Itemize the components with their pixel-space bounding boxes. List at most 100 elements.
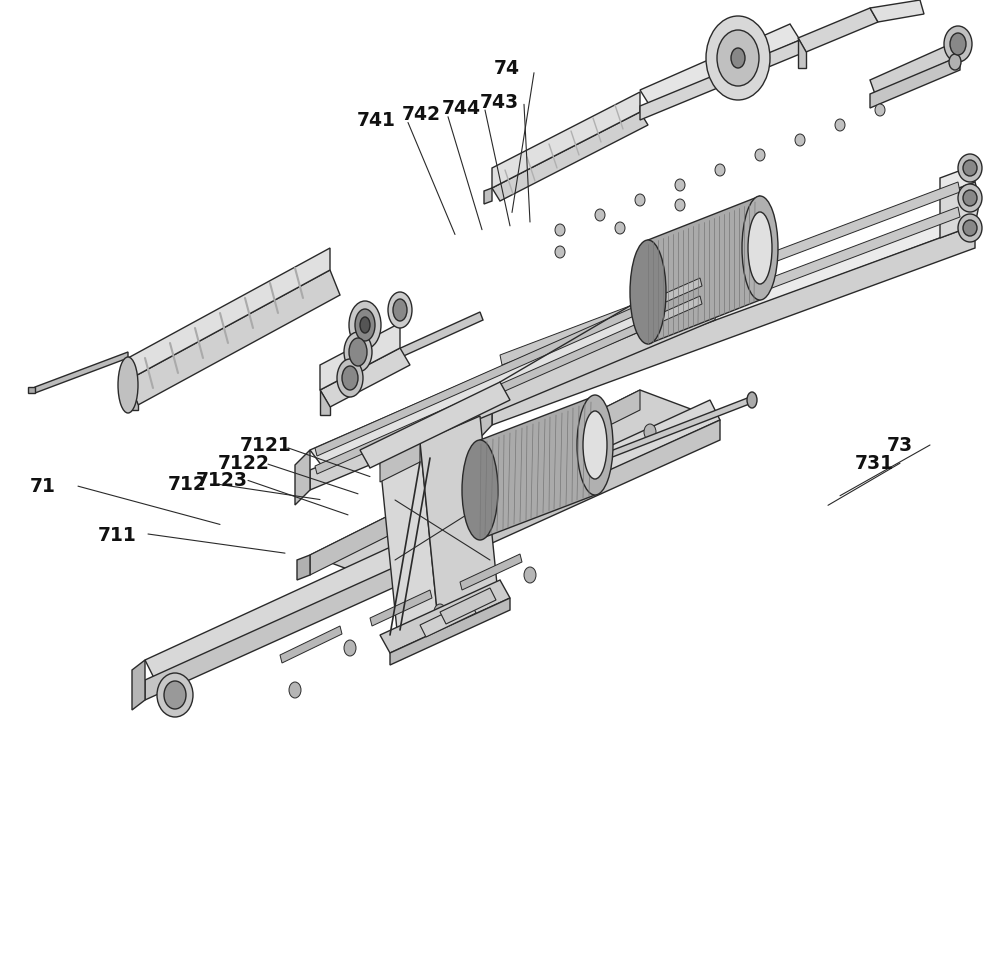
Polygon shape (492, 225, 975, 425)
Polygon shape (478, 385, 492, 440)
Ellipse shape (595, 209, 605, 221)
Polygon shape (28, 387, 35, 393)
Polygon shape (440, 588, 496, 624)
Ellipse shape (675, 179, 685, 191)
Ellipse shape (630, 240, 666, 344)
Polygon shape (484, 188, 492, 204)
Polygon shape (870, 42, 960, 94)
Polygon shape (798, 38, 806, 68)
Polygon shape (648, 196, 760, 344)
Polygon shape (492, 112, 648, 201)
Ellipse shape (164, 681, 186, 709)
Polygon shape (310, 390, 720, 585)
Polygon shape (370, 590, 432, 626)
Text: 742: 742 (402, 105, 441, 124)
Polygon shape (870, 56, 960, 108)
Polygon shape (390, 598, 510, 665)
Text: 71: 71 (30, 477, 56, 496)
Ellipse shape (963, 160, 977, 176)
Polygon shape (798, 8, 878, 52)
Polygon shape (595, 397, 752, 463)
Ellipse shape (344, 332, 372, 372)
Ellipse shape (958, 184, 982, 212)
Polygon shape (320, 348, 410, 407)
Polygon shape (320, 323, 400, 390)
Text: 743: 743 (480, 93, 519, 112)
Ellipse shape (944, 26, 972, 62)
Polygon shape (500, 207, 960, 390)
Polygon shape (480, 396, 595, 539)
Ellipse shape (344, 640, 356, 656)
Ellipse shape (524, 567, 536, 583)
Polygon shape (492, 92, 640, 188)
Text: 731: 731 (855, 454, 894, 473)
Polygon shape (492, 208, 975, 402)
Ellipse shape (748, 212, 772, 284)
Ellipse shape (742, 196, 778, 300)
Text: 712: 712 (168, 475, 207, 494)
Polygon shape (35, 352, 128, 393)
Ellipse shape (958, 214, 982, 242)
Ellipse shape (349, 301, 381, 349)
Ellipse shape (388, 292, 412, 328)
Ellipse shape (644, 424, 656, 440)
Ellipse shape (583, 411, 607, 479)
Ellipse shape (342, 366, 358, 390)
Ellipse shape (349, 338, 367, 366)
Ellipse shape (157, 673, 193, 717)
Polygon shape (280, 626, 342, 663)
Polygon shape (297, 555, 310, 580)
Ellipse shape (706, 16, 770, 100)
Ellipse shape (615, 222, 625, 234)
Ellipse shape (360, 317, 370, 333)
Ellipse shape (795, 134, 805, 146)
Ellipse shape (755, 149, 765, 161)
Polygon shape (380, 442, 420, 482)
Text: 711: 711 (98, 526, 137, 545)
Polygon shape (128, 248, 330, 380)
Polygon shape (145, 420, 720, 700)
Ellipse shape (958, 154, 982, 182)
Polygon shape (145, 400, 720, 680)
Text: 73: 73 (887, 435, 913, 455)
Polygon shape (420, 601, 476, 637)
Text: 7121: 7121 (240, 436, 292, 456)
Polygon shape (380, 442, 440, 660)
Polygon shape (640, 24, 800, 106)
Ellipse shape (747, 392, 757, 408)
Polygon shape (360, 382, 510, 468)
Polygon shape (870, 0, 924, 22)
Polygon shape (460, 554, 522, 590)
Polygon shape (310, 390, 640, 575)
Text: 7123: 7123 (196, 471, 248, 490)
Polygon shape (315, 278, 702, 456)
Polygon shape (940, 182, 980, 238)
Ellipse shape (434, 604, 446, 620)
Text: 741: 741 (357, 111, 396, 130)
Ellipse shape (555, 246, 565, 258)
Ellipse shape (963, 220, 977, 236)
Ellipse shape (555, 224, 565, 236)
Text: 74: 74 (494, 59, 520, 78)
Text: 744: 744 (442, 99, 481, 118)
Ellipse shape (949, 54, 961, 70)
Ellipse shape (731, 48, 745, 68)
Ellipse shape (393, 299, 407, 321)
Polygon shape (380, 580, 510, 653)
Ellipse shape (950, 33, 966, 55)
Ellipse shape (118, 357, 138, 413)
Ellipse shape (337, 359, 363, 397)
Ellipse shape (635, 194, 645, 206)
Polygon shape (310, 300, 715, 490)
Polygon shape (500, 182, 960, 365)
Polygon shape (330, 312, 483, 388)
Ellipse shape (675, 199, 685, 211)
Ellipse shape (875, 104, 885, 116)
Polygon shape (128, 380, 138, 410)
Polygon shape (390, 590, 505, 647)
Polygon shape (295, 450, 310, 505)
Ellipse shape (715, 164, 725, 176)
Ellipse shape (963, 190, 977, 206)
Polygon shape (940, 165, 975, 195)
Polygon shape (320, 390, 330, 415)
